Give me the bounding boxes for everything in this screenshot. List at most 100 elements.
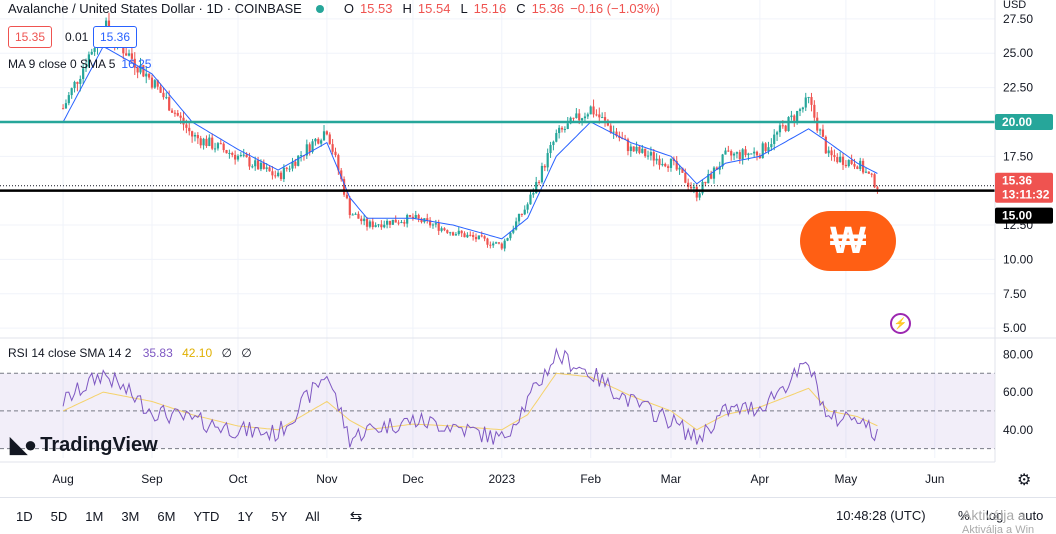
candle-body bbox=[692, 186, 696, 189]
candle-body bbox=[159, 86, 162, 93]
candle-body bbox=[188, 127, 191, 132]
change-value: −0.16 (−1.03%) bbox=[570, 1, 660, 16]
candle-body bbox=[626, 139, 630, 152]
candle-body bbox=[873, 174, 876, 188]
tradingview-logo[interactable]: ◣● TradingView bbox=[10, 432, 158, 458]
compare-range-icon[interactable]: ⇆ bbox=[349, 508, 363, 525]
activation-watermark: Aktiválja a bbox=[962, 507, 1026, 523]
candle-body bbox=[454, 234, 458, 236]
candle-body bbox=[506, 238, 509, 241]
candle-body bbox=[168, 97, 171, 111]
ma-legend[interactable]: MA 9 close 0 SMA 5 16.25 bbox=[8, 57, 151, 71]
candle-body bbox=[305, 144, 308, 156]
candle-body bbox=[193, 135, 197, 137]
candle-body bbox=[73, 81, 76, 89]
candle-body bbox=[348, 198, 351, 215]
sell-price-box[interactable]: 15.35 bbox=[8, 26, 53, 48]
timeframe-1d[interactable]: 1D bbox=[16, 508, 33, 524]
candle-body bbox=[641, 148, 644, 153]
candle-body bbox=[90, 51, 93, 55]
candle-body bbox=[377, 224, 380, 226]
candle-body bbox=[340, 170, 343, 180]
axes: 27.5025.0022.5020.0017.5015.0012.5010.00… bbox=[0, 0, 1056, 486]
spread-value: 0.01 bbox=[65, 30, 89, 44]
candle-body bbox=[386, 220, 389, 225]
symbol-title[interactable]: Avalanche / United States Dollar · 1D · … bbox=[8, 1, 302, 16]
candle-body bbox=[127, 53, 131, 56]
candle-body bbox=[322, 131, 326, 141]
candle-body bbox=[638, 146, 641, 153]
timeframe-6m[interactable]: 6M bbox=[157, 508, 176, 524]
candle-body bbox=[426, 218, 429, 221]
candle-body bbox=[363, 218, 366, 222]
timeframe-ytd[interactable]: YTD bbox=[193, 508, 220, 524]
time-tick-label: Dec bbox=[402, 472, 423, 486]
candle-body bbox=[460, 230, 463, 234]
candle-body bbox=[122, 44, 125, 54]
candle-body bbox=[360, 218, 363, 222]
timeframe-3m[interactable]: 3M bbox=[121, 508, 140, 524]
timeframe-5d[interactable]: 5D bbox=[50, 508, 68, 524]
candle-body bbox=[254, 160, 257, 167]
candle-body bbox=[211, 137, 214, 149]
chart-canvas[interactable]: 27.5025.0022.5020.0017.5015.0012.5010.00… bbox=[0, 0, 1056, 497]
log-toggle[interactable]: log bbox=[986, 508, 1004, 523]
high-value: 15.54 bbox=[417, 1, 451, 16]
rsi-legend[interactable]: RSI 14 close SMA 14 2 35.83 42.10 ∅ ∅ bbox=[8, 346, 252, 360]
candle-body bbox=[813, 104, 816, 118]
candle-body bbox=[718, 166, 721, 170]
candle-body bbox=[735, 152, 739, 154]
candle-body bbox=[150, 77, 154, 88]
bottom-toolbar: 1D 5D 1M 3M 6M YTD 1Y 5Y All ⇆ 10:48:28 … bbox=[0, 497, 1056, 534]
candle-body bbox=[477, 235, 480, 240]
timeframe-1y[interactable]: 1Y bbox=[237, 508, 254, 524]
candle-body bbox=[145, 73, 148, 77]
auto-toggle[interactable]: auto bbox=[1018, 508, 1044, 523]
candle-body bbox=[569, 117, 572, 124]
candle-body bbox=[474, 236, 478, 240]
candle-body bbox=[503, 240, 506, 249]
candle-body bbox=[446, 230, 449, 233]
buy-price-box[interactable]: 15.36 bbox=[93, 26, 138, 48]
low-value: 15.16 bbox=[473, 1, 507, 16]
candle-body bbox=[437, 223, 440, 231]
last-price-tag bbox=[995, 172, 1053, 203]
candle-body bbox=[61, 108, 65, 110]
timeframe-1m[interactable]: 1M bbox=[85, 508, 104, 524]
candle-body bbox=[704, 181, 707, 184]
candle-body bbox=[798, 109, 802, 111]
candle-body bbox=[380, 224, 383, 228]
timeframe-5y[interactable]: 5Y bbox=[271, 508, 288, 524]
timeframe-all[interactable]: All bbox=[305, 508, 320, 524]
candle-body bbox=[816, 117, 819, 131]
candle-body bbox=[601, 117, 604, 119]
last-price-text: 13:11:32 bbox=[1002, 188, 1050, 202]
candle-body bbox=[434, 223, 437, 225]
candle-body bbox=[529, 194, 532, 205]
candle-body bbox=[87, 54, 90, 67]
candle-body bbox=[675, 161, 678, 170]
percent-toggle[interactable]: % bbox=[958, 508, 970, 523]
candle-body bbox=[239, 155, 242, 157]
rsi-legend-extra-1: ∅ bbox=[221, 346, 232, 360]
candle-body bbox=[592, 106, 595, 115]
candle-body bbox=[847, 160, 850, 167]
candle-body bbox=[652, 152, 655, 161]
candle-body bbox=[787, 117, 790, 132]
price-tick-label: 17.50 bbox=[1003, 149, 1033, 163]
currency-label: USD bbox=[1003, 0, 1026, 11]
candle-body bbox=[191, 131, 194, 137]
gear-icon[interactable]: ⚙ bbox=[1017, 472, 1032, 489]
candle-body bbox=[308, 144, 311, 152]
clock[interactable]: 10:48:28 (UTC) bbox=[836, 508, 926, 523]
candle-body bbox=[234, 154, 237, 160]
candle-body bbox=[79, 79, 82, 84]
tradingview-logo-text: TradingView bbox=[40, 433, 158, 456]
candle-body bbox=[612, 131, 615, 133]
lightning-icon[interactable]: ⚡ bbox=[890, 313, 911, 334]
candle-body bbox=[526, 204, 529, 210]
candle-body bbox=[727, 150, 730, 152]
candle-body bbox=[354, 213, 357, 215]
candle-body bbox=[658, 158, 661, 166]
candle-body bbox=[850, 160, 853, 164]
